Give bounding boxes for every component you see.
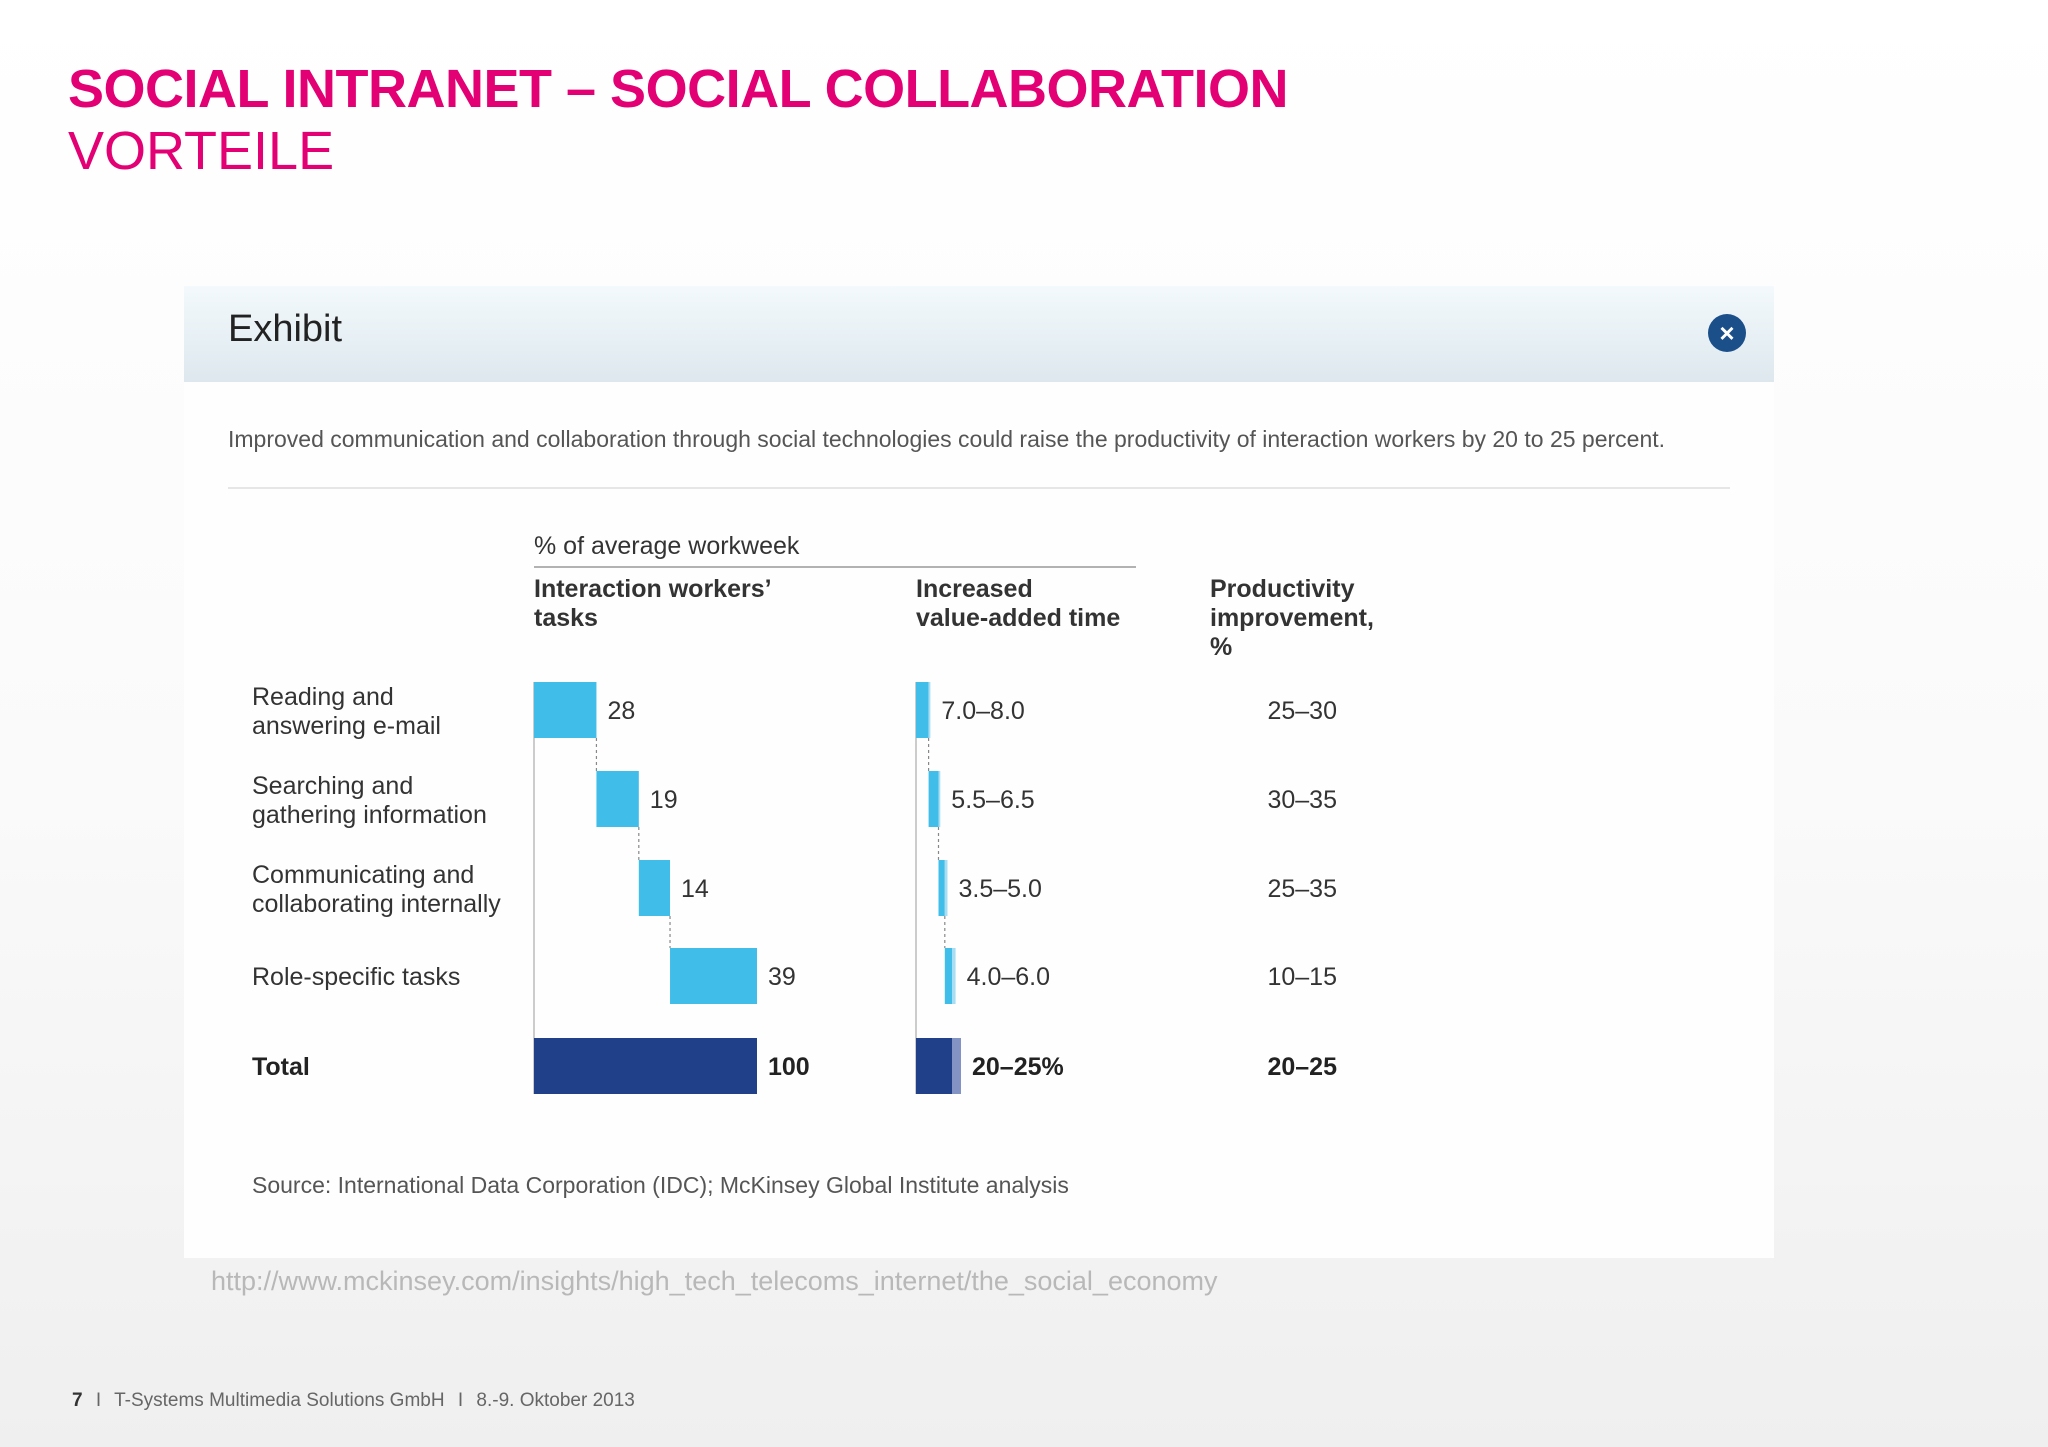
tasks-column-header: tasks <box>534 604 598 632</box>
row-label: gathering information <box>252 801 487 829</box>
value-added-bar <box>938 860 945 916</box>
row-label: collaborating internally <box>252 890 501 918</box>
productivity-value: 10–15 <box>1267 963 1337 991</box>
chart: % of average workweek Interaction workers… <box>252 532 1374 1198</box>
total-task-bar <box>534 1038 757 1094</box>
task-value-label: 14 <box>681 875 709 903</box>
value-added-bar <box>916 682 929 738</box>
productivity-column-header: % <box>1210 633 1232 661</box>
value-added-label: 5.5–6.5 <box>951 786 1034 814</box>
value-added-column-header: Increased <box>916 575 1033 603</box>
value-added-bar <box>928 771 939 827</box>
row-label: Reading and <box>252 683 394 711</box>
divider <box>228 487 1730 489</box>
footer: 7 I T-Systems Multimedia Solutions GmbH … <box>72 1390 635 1412</box>
productivity-column-header: Productivity <box>1210 575 1355 603</box>
total-task-value: 100 <box>768 1053 810 1081</box>
close-icon[interactable]: × <box>1708 314 1746 352</box>
exhibit-header: Exhibit × <box>184 286 1774 382</box>
task-bar <box>670 948 757 1004</box>
exhibit-title: Exhibit <box>228 308 343 350</box>
total-value-added-bar <box>916 1038 952 1094</box>
task-bar <box>534 682 597 738</box>
value-added-label: 3.5–5.0 <box>959 875 1042 903</box>
tasks-column-header: Interaction workers’ <box>534 575 772 603</box>
value-added-range-bar <box>938 771 941 827</box>
slide-title: SOCIAL INTRANET – SOCIAL COLLABORATION <box>68 59 1289 119</box>
footer-company: T-Systems Multimedia Solutions GmbH <box>114 1390 445 1411</box>
row-label: answering e-mail <box>252 712 441 740</box>
footer-date: 8.-9. Oktober 2013 <box>476 1390 635 1411</box>
productivity-value: 30–35 <box>1267 786 1337 814</box>
value-added-label: 4.0–6.0 <box>967 963 1050 991</box>
total-productivity-value: 20–25 <box>1267 1053 1337 1081</box>
total-label: Total <box>252 1053 310 1081</box>
row-label: Role-specific tasks <box>252 963 460 991</box>
row-label: Searching and <box>252 772 413 800</box>
footer-separator: I <box>95 1390 102 1411</box>
group-header: % of average workweek <box>534 532 800 560</box>
productivity-column-header: improvement, <box>1210 604 1374 632</box>
chart-source: Source: International Data Corporation (… <box>252 1172 1069 1198</box>
productivity-value: 25–30 <box>1267 697 1337 725</box>
slide-subtitle: VORTEILE <box>68 121 335 181</box>
total-value-added-label: 20–25% <box>972 1053 1064 1081</box>
page-number: 7 <box>72 1390 83 1411</box>
task-bar <box>638 860 671 916</box>
exhibit-panel: Exhibit × Improved communication and col… <box>184 286 1774 1258</box>
value-added-range-bar <box>944 860 948 916</box>
footer-separator: I <box>457 1390 464 1411</box>
source-link[interactable]: http://www.mckinsey.com/insights/high_te… <box>211 1266 1218 1296</box>
task-value-label: 19 <box>650 786 678 814</box>
value-added-column-header: value-added time <box>916 604 1120 632</box>
task-bar <box>596 771 639 827</box>
task-value-label: 28 <box>607 697 635 725</box>
total-value-added-range-bar <box>952 1038 961 1094</box>
value-added-bar <box>944 948 952 1004</box>
value-added-range-bar <box>928 682 931 738</box>
task-value-label: 39 <box>768 963 796 991</box>
exhibit-description: Improved communication and collaboration… <box>228 426 1666 452</box>
productivity-value: 25–35 <box>1267 875 1337 903</box>
value-added-range-bar <box>952 948 956 1004</box>
value-added-label: 7.0–8.0 <box>941 697 1024 725</box>
row-label: Communicating and <box>252 861 474 889</box>
